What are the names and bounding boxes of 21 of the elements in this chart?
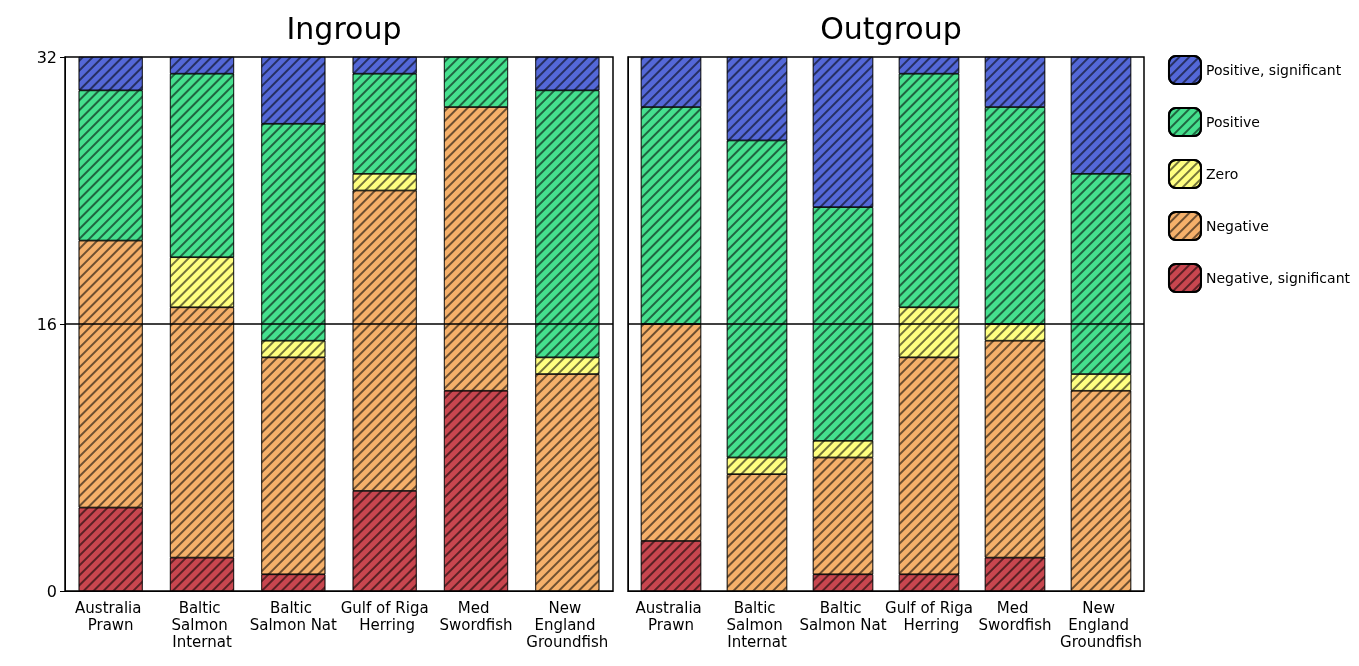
x-tick-label: Australia Prawn [75,598,147,634]
legend-label: Zero [1205,166,1239,182]
x-tick-label: Australia Prawn [635,598,707,634]
x-tick-label: Gulf of Riga Herring [340,598,429,634]
legend-label: Positive [1205,114,1260,130]
x-tick-label: Baltic Salmon Internat [726,598,788,651]
legend-label: Negative [1205,218,1269,234]
x-tick-label: Med Swordfish [978,598,1052,634]
y-tick-label: 32 [36,47,57,67]
x-tick-label: New England Groundfish [526,598,609,651]
chart-title: Ingroup [286,10,402,46]
y-tick-label: 16 [36,314,57,334]
chart-title: Outgroup [820,10,962,46]
x-tick-label: Baltic Salmon Internat [171,598,233,651]
x-tick-label: Med Swordfish [439,598,513,634]
x-tick-label: New England Groundfish [1060,598,1142,651]
legend-label: Positive, significant [1205,62,1342,78]
y-tick-label: 0 [46,581,57,601]
legend-label: Negative, significant [1205,270,1351,286]
x-tick-label: Baltic Salmon Nat [799,598,887,634]
x-tick-label: Baltic Salmon Nat [249,598,338,634]
